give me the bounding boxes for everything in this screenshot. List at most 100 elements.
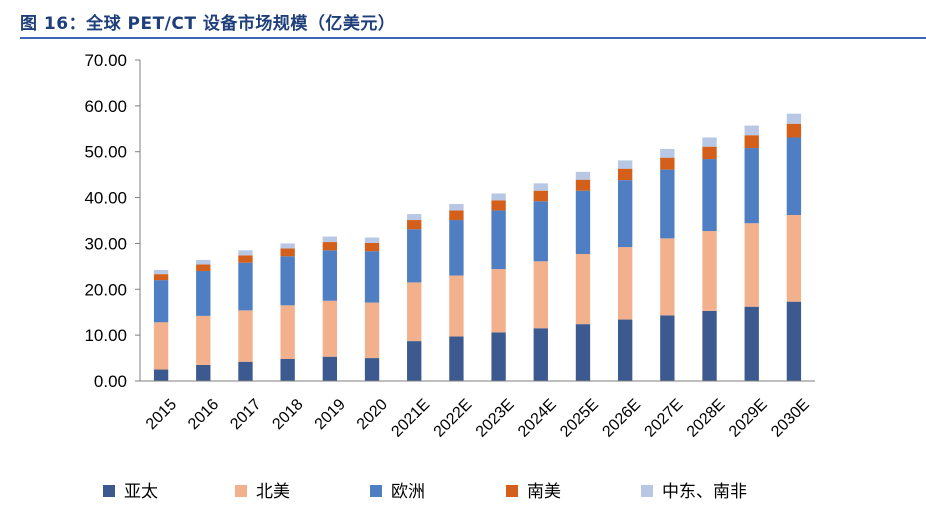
bar-segment xyxy=(617,168,633,181)
x-tick-label: 2027E xyxy=(642,396,687,441)
bar-segment xyxy=(744,148,759,224)
bar-segment xyxy=(196,315,211,365)
x-tick-label: 2019 xyxy=(312,396,349,433)
legend: 亚太 北美 欧洲 南美 中东、南非 xyxy=(103,482,747,502)
bar-segment xyxy=(449,275,464,337)
bar-segment xyxy=(491,210,506,270)
bar-segment xyxy=(407,229,422,283)
bar-segment xyxy=(238,255,253,263)
bar-segment xyxy=(153,280,169,323)
bar-segment xyxy=(196,264,211,271)
bar-segment xyxy=(702,137,717,147)
bar-segment xyxy=(786,214,802,302)
bar-segment xyxy=(196,364,211,381)
x-tick-label: 2024E xyxy=(515,396,560,441)
bar-segment xyxy=(491,269,506,333)
bar-segment xyxy=(617,180,633,248)
legend-swatch xyxy=(235,485,247,497)
bar-segment xyxy=(280,305,295,359)
y-tick-label: 10.00 xyxy=(84,326,127,345)
legend-label: 欧洲 xyxy=(391,482,425,502)
bar-segment xyxy=(280,243,295,249)
bar-segment xyxy=(322,356,338,381)
bar-segment xyxy=(533,201,548,262)
bar-segment xyxy=(449,203,464,211)
bar-segment xyxy=(322,236,338,243)
bar-segment xyxy=(575,253,591,325)
legend-label: 亚太 xyxy=(124,482,158,502)
bar-segment xyxy=(153,369,169,381)
bar-segment xyxy=(449,336,464,381)
bar-segment xyxy=(364,358,380,381)
x-tick-label: 2022E xyxy=(431,396,476,441)
x-tick-label: 2016 xyxy=(185,396,222,433)
legend-label: 南美 xyxy=(527,482,561,502)
bar-segment xyxy=(702,231,717,311)
y-tick-label: 70.00 xyxy=(84,51,127,70)
legend-swatch xyxy=(103,485,115,497)
bar-segment xyxy=(491,200,506,211)
bar-segment xyxy=(407,220,422,230)
bar-segment xyxy=(533,261,548,329)
bar-segment xyxy=(744,306,759,381)
bar-segment xyxy=(617,247,633,320)
bar-segment xyxy=(364,302,380,359)
bar-segment xyxy=(702,310,717,381)
title-divider xyxy=(20,37,926,39)
bar-segment xyxy=(660,238,675,316)
bar-segment xyxy=(660,157,675,170)
bar-segment xyxy=(702,159,717,232)
bar-segment xyxy=(786,301,802,381)
x-tick-label: 2017 xyxy=(227,396,264,433)
x-tick-label: 2028E xyxy=(684,396,729,441)
bar-segment xyxy=(364,251,380,303)
x-tick-label: 2020 xyxy=(354,396,391,433)
bar-segment xyxy=(660,315,675,381)
bar-segment xyxy=(322,300,338,357)
y-tick-label: 50.00 xyxy=(84,143,127,162)
x-tick-label: 2023E xyxy=(473,396,518,441)
bar-segment xyxy=(280,358,295,381)
bar-segment xyxy=(364,242,380,252)
bar-segment xyxy=(575,171,591,180)
bar-segment xyxy=(449,220,464,276)
bar-segment xyxy=(364,237,380,243)
bar-segment xyxy=(660,148,675,158)
bar-segment xyxy=(744,125,759,136)
bar-segment xyxy=(617,319,633,381)
bar-segment xyxy=(786,137,802,215)
bar-segment xyxy=(238,361,253,381)
legend-label: 北美 xyxy=(256,482,290,502)
bar-segment xyxy=(153,322,169,370)
bar-segment xyxy=(238,262,253,311)
legend-swatch xyxy=(370,485,382,497)
bars xyxy=(153,113,802,381)
bar-segment xyxy=(322,242,338,251)
bar-segment xyxy=(744,135,759,149)
x-axis: 2015 2016 2017 2018 2019 20202021E2022E2023E2… xyxy=(140,380,815,441)
bar-segment xyxy=(238,250,253,256)
bar-segment xyxy=(449,210,464,221)
y-tick-label: 20.00 xyxy=(84,280,127,299)
x-tick-label: 2026E xyxy=(599,396,644,441)
chart-title: 图 16：全球 PET/CT 设备市场规模（亿美元） xyxy=(20,14,396,34)
bar-segment xyxy=(280,256,295,306)
bar-segment xyxy=(533,328,548,381)
bar-segment xyxy=(153,270,169,275)
legend-swatch xyxy=(506,485,518,497)
bar-segment xyxy=(322,250,338,301)
bar-segment xyxy=(617,160,633,169)
y-tick-label: 0.00 xyxy=(94,372,127,391)
x-tick-label: 2030E xyxy=(768,396,813,441)
y-tick-label: 40.00 xyxy=(84,189,127,208)
x-tick-label: 2025E xyxy=(557,396,602,441)
bar-segment xyxy=(153,274,169,281)
legend-swatch xyxy=(641,485,653,497)
bar-segment xyxy=(238,310,253,362)
bar-segment xyxy=(533,183,548,191)
bar-segment xyxy=(533,190,548,202)
x-tick-label: 2015 xyxy=(143,396,180,433)
y-tick-label: 60.00 xyxy=(84,97,127,116)
x-tick-label: 2018 xyxy=(269,396,306,433)
